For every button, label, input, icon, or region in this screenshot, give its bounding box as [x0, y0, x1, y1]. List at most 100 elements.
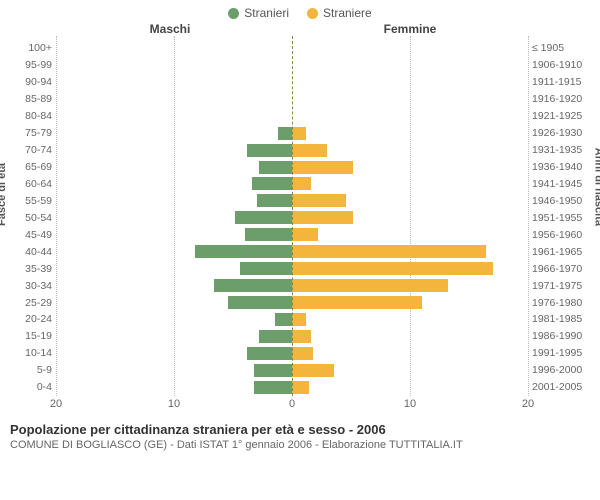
bar-row-female: [292, 92, 528, 106]
bar-row-male: [56, 126, 292, 140]
male-half: [56, 36, 292, 416]
age-label: 95-99: [10, 59, 52, 71]
birth-label: 1926-1930: [532, 127, 590, 139]
bar-male: [247, 144, 292, 157]
caption: Popolazione per cittadinanza straniera p…: [0, 416, 600, 451]
bar-row-male: [56, 228, 292, 242]
bar-row-male: [56, 346, 292, 360]
birth-label: 1986-1990: [532, 330, 590, 342]
birth-label: 1971-1975: [532, 280, 590, 292]
age-label: 100+: [10, 42, 52, 54]
caption-title: Popolazione per cittadinanza straniera p…: [10, 422, 590, 437]
bar-female: [292, 177, 311, 190]
age-label: 20-24: [10, 313, 52, 325]
bar-male: [254, 364, 292, 377]
age-label: 80-84: [10, 110, 52, 122]
bar-row-female: [292, 211, 528, 225]
legend-swatch-female: [307, 8, 318, 19]
bar-row-female: [292, 58, 528, 72]
bar-male: [214, 279, 292, 292]
bar-row-female: [292, 329, 528, 343]
age-label: 50-54: [10, 212, 52, 224]
header-female: Femmine: [290, 22, 600, 36]
column-headers: Maschi Femmine: [0, 22, 600, 36]
age-label: 10-14: [10, 347, 52, 359]
legend-label-male: Stranieri: [244, 6, 289, 20]
y-axis-label-left: Fasce di età: [0, 163, 8, 226]
bar-row-male: [56, 177, 292, 191]
birth-label: ≤ 1905: [532, 42, 590, 54]
bar-female: [292, 296, 422, 309]
age-label: 75-79: [10, 127, 52, 139]
bar-row-female: [292, 75, 528, 89]
bar-row-female: [292, 363, 528, 377]
bar-female: [292, 279, 448, 292]
bar-male: [275, 313, 292, 326]
bar-male: [252, 177, 292, 190]
bar-row-female: [292, 346, 528, 360]
bar-row-male: [56, 58, 292, 72]
birth-label: 1956-1960: [532, 229, 590, 241]
age-label: 85-89: [10, 93, 52, 105]
birth-label: 1931-1935: [532, 144, 590, 156]
caption-subtitle: COMUNE DI BOGLIASCO (GE) - Dati ISTAT 1°…: [10, 439, 590, 451]
bar-male: [240, 262, 292, 275]
center-axis-line: [292, 36, 293, 396]
bar-female: [292, 364, 334, 377]
age-label: 0-4: [10, 381, 52, 393]
header-male: Maschi: [0, 22, 290, 36]
age-labels: 100+ 95-99 90-94 85-89 80-84 75-79 70-74 65-69 6…: [10, 36, 56, 416]
bar-row-male: [56, 41, 292, 55]
bar-row-female: [292, 177, 528, 191]
bar-row-male: [56, 262, 292, 276]
age-label: 35-39: [10, 263, 52, 275]
bar-row-female: [292, 194, 528, 208]
birth-label: 1981-1985: [532, 313, 590, 325]
bar-female: [292, 127, 306, 140]
legend-item-male: Stranieri: [228, 6, 289, 20]
age-label: 60-64: [10, 178, 52, 190]
bar-row-male: [56, 296, 292, 310]
bar-row-male: [56, 245, 292, 259]
chart: Fasce di età Anni di nascita 100+95-9990…: [0, 36, 600, 416]
birth-label: 1976-1980: [532, 297, 590, 309]
birth-label: 1906-1910: [532, 59, 590, 71]
bar-female: [292, 381, 309, 394]
age-label: 70-74: [10, 144, 52, 156]
bar-row-male: [56, 363, 292, 377]
bar-female: [292, 330, 311, 343]
bar-male: [245, 228, 292, 241]
birth-label: 1946-1950: [532, 195, 590, 207]
age-label: 90-94: [10, 76, 52, 88]
bar-female: [292, 144, 327, 157]
bar-male: [235, 211, 292, 224]
birth-label: 1911-1915: [532, 76, 590, 88]
bar-male: [228, 296, 292, 309]
legend-swatch-male: [228, 8, 239, 19]
bar-male: [259, 161, 292, 174]
bar-male: [257, 194, 292, 207]
bar-female: [292, 262, 493, 275]
age-label: 25-29: [10, 297, 52, 309]
bar-row-female: [292, 160, 528, 174]
bar-male: [195, 245, 292, 258]
birth-label: 1961-1965: [532, 246, 590, 258]
bar-row-female: [292, 126, 528, 140]
birth-label: 2001-2005: [532, 381, 590, 393]
bar-row-male: [56, 143, 292, 157]
age-label: 65-69: [10, 161, 52, 173]
bar-male: [247, 347, 292, 360]
birth-label: 1936-1940: [532, 161, 590, 173]
bar-female: [292, 347, 313, 360]
bar-row-female: [292, 296, 528, 310]
bar-row-female: [292, 279, 528, 293]
bar-row-female: [292, 262, 528, 276]
bar-row-female: [292, 109, 528, 123]
age-label: 55-59: [10, 195, 52, 207]
bar-female: [292, 245, 486, 258]
bar-female: [292, 161, 353, 174]
bar-row-female: [292, 312, 528, 326]
age-label: 30-34: [10, 280, 52, 292]
bar-row-male: [56, 109, 292, 123]
bar-row-male: [56, 75, 292, 89]
